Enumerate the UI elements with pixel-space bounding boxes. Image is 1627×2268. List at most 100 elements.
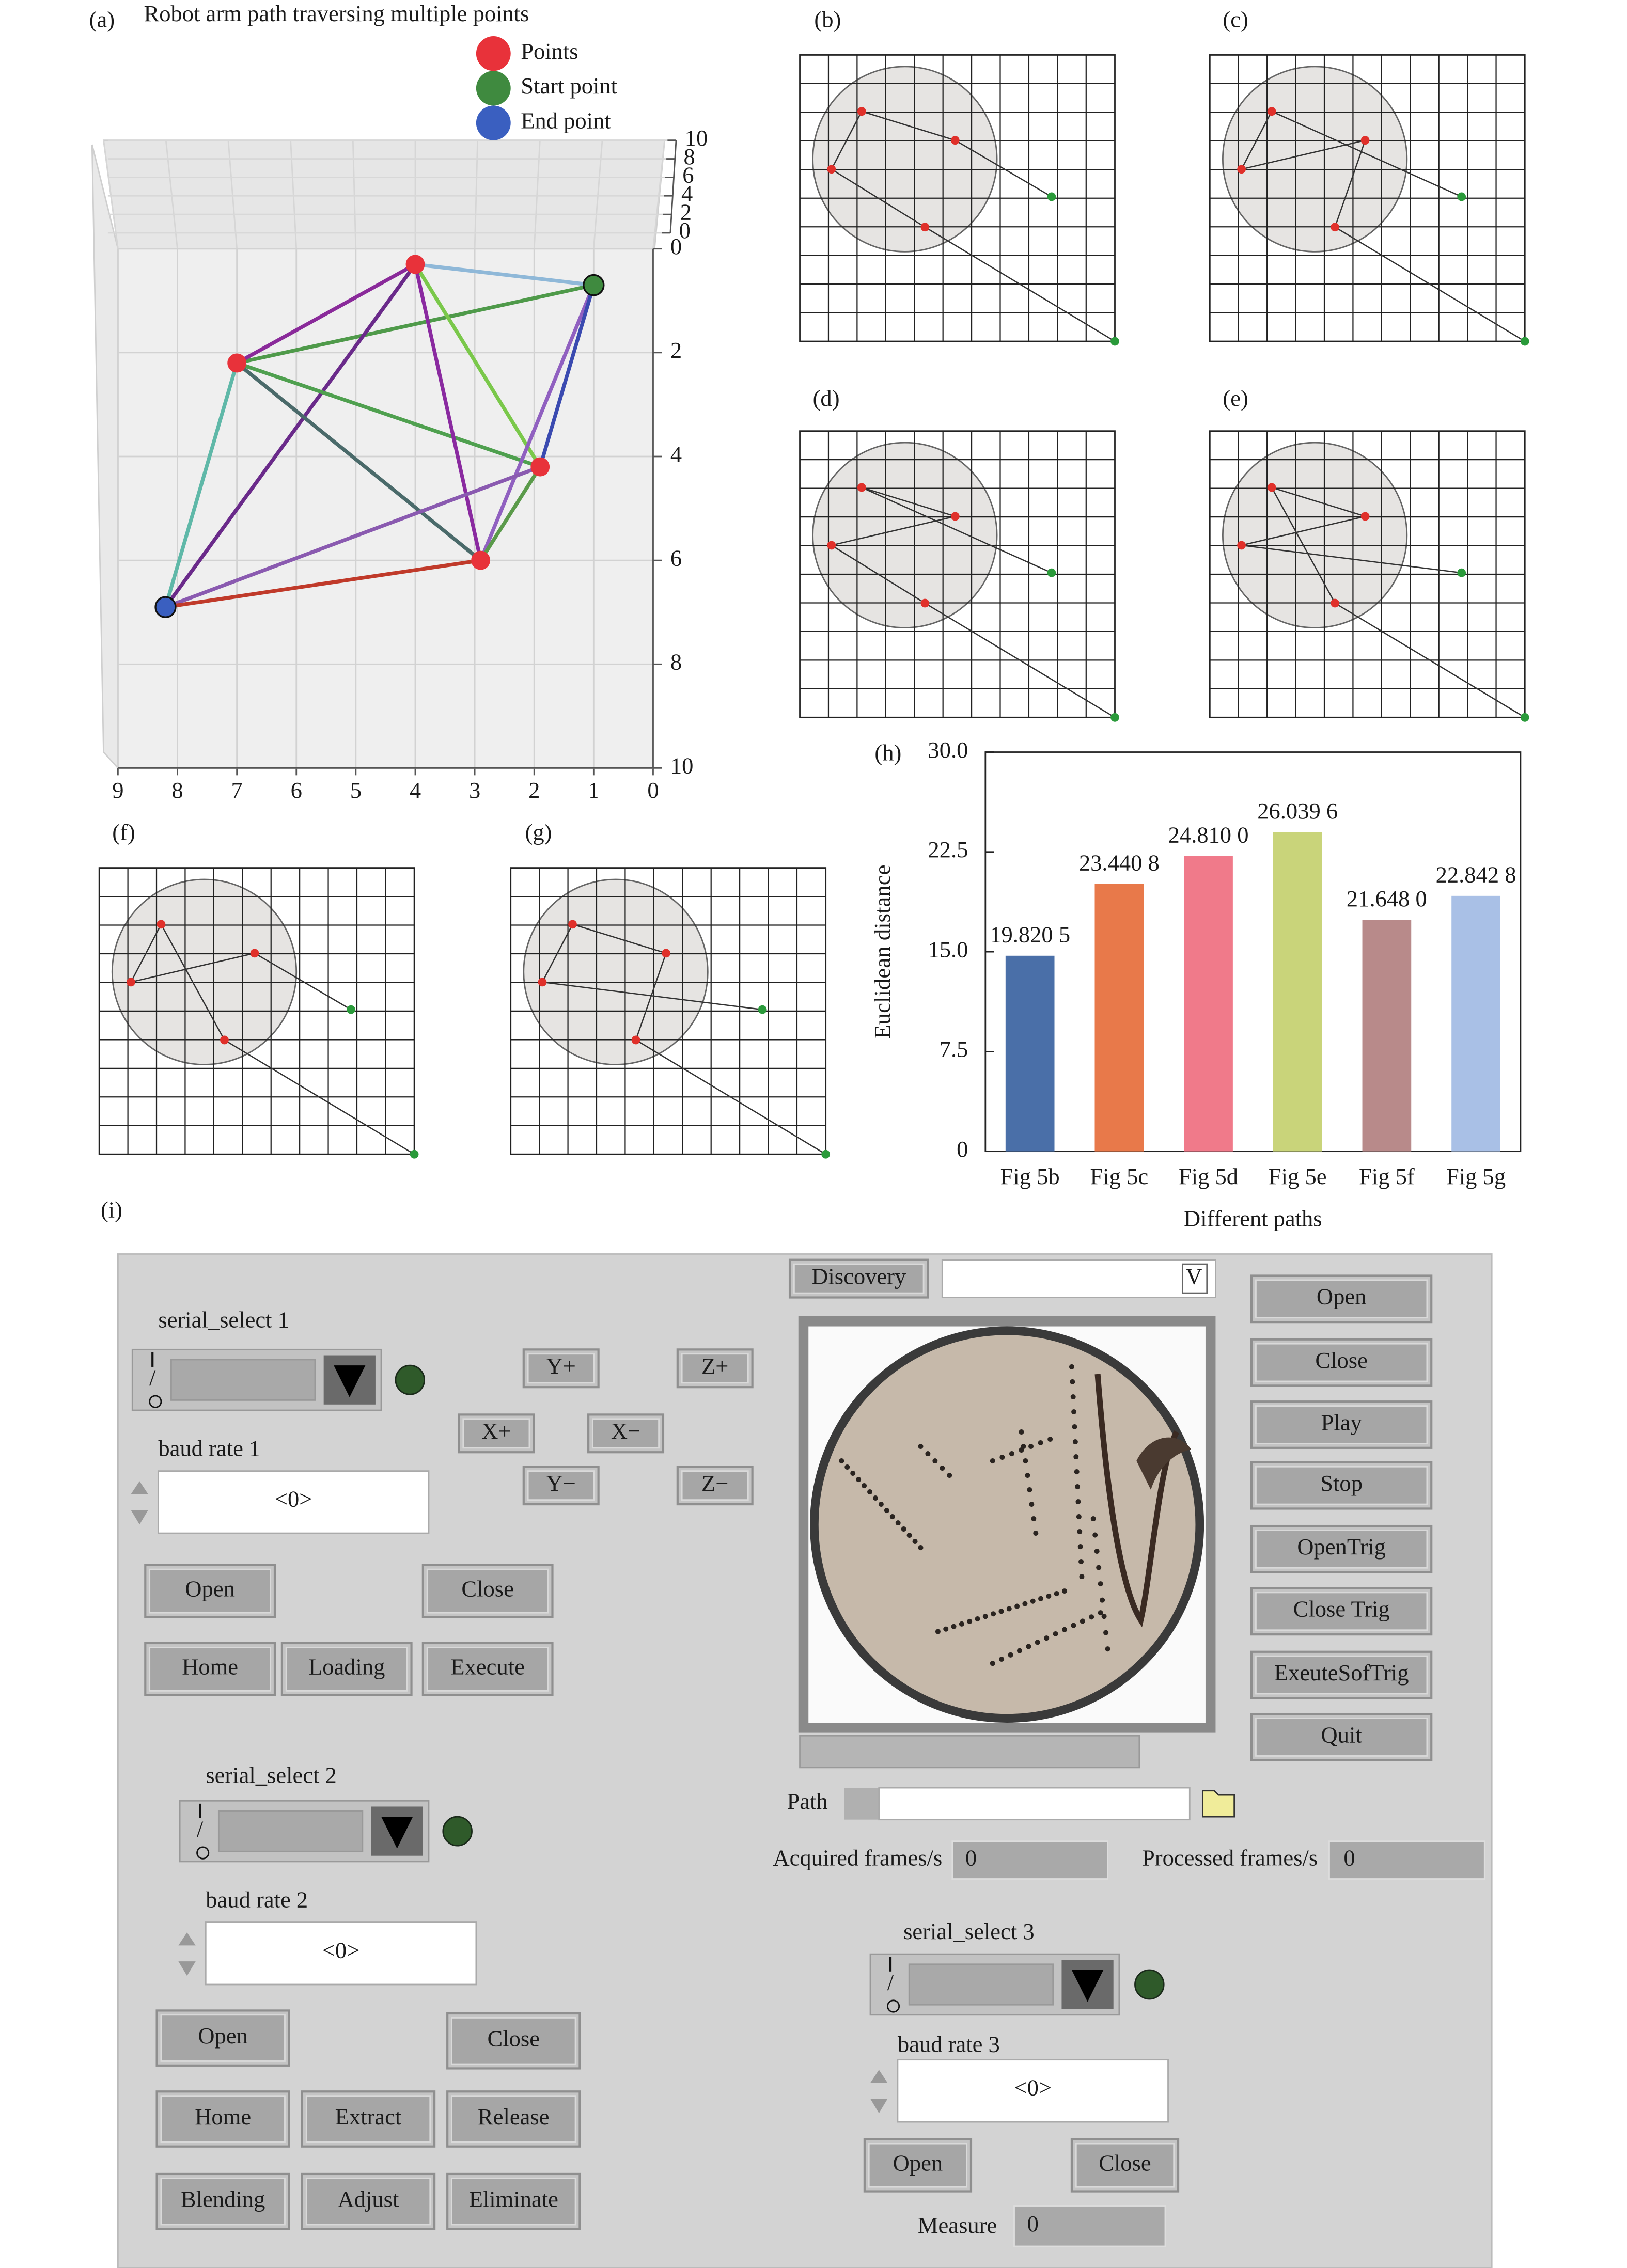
- button[interactable]: Extract: [301, 2090, 436, 2148]
- x-tick-label: Fig 5e: [1269, 1163, 1327, 1189]
- path-button[interactable]: [844, 1788, 879, 1820]
- bar-annotation: 21.648 0: [1347, 886, 1427, 911]
- button-label: Blending: [181, 2186, 265, 2212]
- waypoint: [1110, 337, 1119, 346]
- baud-input[interactable]: [205, 1922, 477, 1986]
- particle: [1038, 1596, 1044, 1601]
- camera-select[interactable]: [941, 1259, 1216, 1298]
- particle: [1025, 1472, 1030, 1478]
- button-face: [1255, 1279, 1428, 1319]
- button[interactable]: Discovery: [788, 1258, 929, 1299]
- button[interactable]: Home: [155, 2090, 290, 2148]
- y-tick-label: 7.5: [940, 1036, 968, 1062]
- baud-input[interactable]: [897, 2059, 1169, 2123]
- streak: [1094, 1374, 1180, 1628]
- path-edge: [236, 283, 595, 365]
- particle: [1071, 1409, 1077, 1415]
- button[interactable]: Play: [1250, 1400, 1433, 1449]
- button-face: [868, 2143, 968, 2188]
- waypoint: [250, 949, 259, 958]
- particle: [1053, 1631, 1058, 1637]
- path-edge: [413, 263, 542, 468]
- button[interactable]: Quit: [1250, 1713, 1433, 1761]
- path-field[interactable]: [878, 1787, 1191, 1821]
- particle: [862, 1483, 867, 1489]
- robot-path: [830, 486, 1116, 718]
- reach-area: [1222, 442, 1408, 629]
- button[interactable]: Z+: [676, 1348, 754, 1389]
- button[interactable]: ExeuteSofTrig: [1250, 1650, 1433, 1699]
- button[interactable]: Close: [1070, 2138, 1180, 2193]
- button[interactable]: Blending: [155, 2172, 290, 2230]
- button-label: Home: [195, 2104, 251, 2130]
- button-label: Close: [1315, 1347, 1367, 1373]
- button-face: [592, 1418, 660, 1449]
- path-edge: [236, 361, 482, 562]
- legend-label: Start point: [521, 73, 617, 99]
- floor: [117, 248, 654, 769]
- particle: [1027, 1487, 1032, 1493]
- point: [471, 550, 490, 570]
- button[interactable]: OpenTrig: [1250, 1524, 1433, 1573]
- particle: [1079, 1574, 1085, 1580]
- serial-label: serial_select 3: [903, 1918, 1035, 1944]
- y-tick-label: 6: [670, 545, 682, 571]
- legend-marker: [476, 71, 511, 106]
- path-edge: [164, 362, 239, 608]
- particle: [1061, 1627, 1068, 1632]
- waypoint: [1047, 192, 1056, 201]
- button[interactable]: Y+: [522, 1348, 600, 1389]
- button[interactable]: Close: [446, 2012, 581, 2070]
- dropdown-arrow: [1071, 1970, 1104, 2002]
- legend-label: Points: [521, 38, 578, 64]
- bar: [1273, 832, 1322, 1152]
- button[interactable]: Open: [155, 2009, 290, 2067]
- button-face: [451, 2017, 576, 2065]
- legend-label: End point: [521, 107, 611, 133]
- button[interactable]: Close: [1250, 1338, 1433, 1387]
- button[interactable]: Release: [446, 2090, 581, 2148]
- button[interactable]: Eliminate: [446, 2172, 581, 2230]
- button[interactable]: Close: [421, 1564, 554, 1618]
- processed-label: Processed frames/s: [1142, 1845, 1318, 1870]
- button[interactable]: Open: [1250, 1274, 1433, 1324]
- button-label: Play: [1321, 1409, 1363, 1435]
- button-label: Execute: [450, 1654, 524, 1680]
- button[interactable]: Execute: [421, 1642, 554, 1696]
- waypoint: [1237, 165, 1246, 174]
- button[interactable]: Open: [863, 2138, 973, 2193]
- button[interactable]: Loading: [280, 1642, 413, 1696]
- button[interactable]: Home: [144, 1642, 276, 1696]
- spin-down: [870, 2099, 888, 2114]
- z-axis: [669, 140, 677, 233]
- particle: [1016, 1648, 1022, 1653]
- button-face: [1255, 1405, 1428, 1444]
- z-tick-label: 0: [679, 217, 691, 243]
- waypoint: [920, 598, 930, 608]
- button[interactable]: X+: [458, 1413, 535, 1454]
- status-led: [1134, 1969, 1165, 2000]
- particle: [1076, 1514, 1082, 1520]
- button[interactable]: Open: [144, 1564, 276, 1618]
- acquired-field: [951, 1840, 1108, 1880]
- button[interactable]: Stop: [1250, 1461, 1433, 1510]
- x-tick-label: 9: [112, 777, 123, 803]
- button-face: [793, 1263, 925, 1294]
- button-label: Z−: [701, 1470, 728, 1496]
- blob: [1136, 1437, 1192, 1490]
- waypoint: [1520, 337, 1529, 346]
- button-face: [149, 1568, 271, 1614]
- path-edge: [236, 262, 416, 365]
- button[interactable]: Z−: [676, 1466, 754, 1506]
- button[interactable]: Adjust: [301, 2172, 436, 2230]
- waypoint: [631, 1035, 640, 1045]
- particle: [1077, 1544, 1083, 1550]
- camera-dropdown: V: [1186, 1263, 1202, 1289]
- folder-icon[interactable]: [1201, 1790, 1235, 1818]
- button[interactable]: Y−: [522, 1466, 600, 1506]
- y-tick-label: 8: [670, 649, 682, 674]
- particle: [975, 1616, 980, 1622]
- button[interactable]: X−: [587, 1413, 665, 1454]
- baud-input[interactable]: [157, 1470, 430, 1534]
- button[interactable]: Close Trig: [1250, 1587, 1433, 1636]
